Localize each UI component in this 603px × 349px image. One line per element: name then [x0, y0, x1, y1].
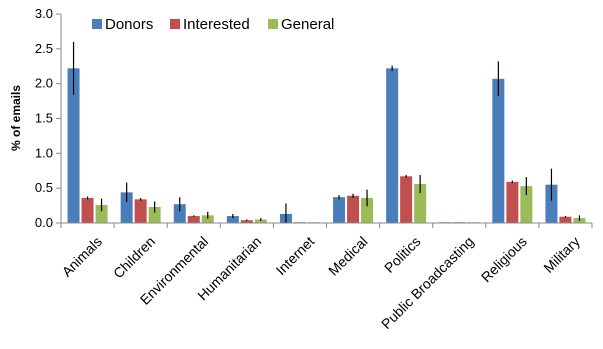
legend-label-interested: Interested [183, 16, 250, 33]
bar-donors-animals [67, 68, 80, 223]
y-tick-label: 1.5 [35, 111, 53, 126]
bar-donors-children [120, 192, 133, 223]
axes [60, 14, 593, 228]
bar-general-environmental [201, 215, 214, 223]
bar-general-politics [414, 183, 427, 223]
y-tick-label: 2.0 [35, 76, 53, 91]
bar-interested-animals [81, 197, 94, 223]
y-tick-label: 0.0 [35, 215, 53, 230]
bar-interested-religious [506, 181, 519, 223]
x-tick-label: Medical [325, 233, 370, 278]
y-axis-title: % of emails [9, 85, 23, 151]
bar-interested-environmental [187, 216, 200, 223]
bar-interested-children [134, 199, 147, 223]
bar-donors-religious [492, 78, 505, 223]
error-bars [72, 41, 581, 223]
bars [67, 68, 586, 223]
legend-label-donors: Donors [105, 16, 153, 33]
bar-donors-military [545, 184, 558, 223]
bar-general-medical [361, 197, 374, 223]
x-axis-labels: Animals ChildrenEnvironmentalHumanitarian… [59, 233, 583, 332]
bar-interested-humanitarian [240, 220, 253, 223]
x-tick-label: Children [110, 233, 158, 281]
legend-label-general: General [281, 16, 334, 33]
bar-general-humanitarian [254, 219, 267, 223]
legend: Donors Interested General [92, 16, 334, 33]
bar-general-religious [520, 186, 533, 223]
x-tick-label: Religious [478, 233, 530, 285]
x-tick-label: Public Broadcasting [378, 233, 477, 332]
bar-interested-military [559, 216, 572, 223]
legend-swatch-interested [170, 19, 180, 29]
bar-donors-environmental [173, 204, 186, 223]
x-tick-label: Animals [59, 233, 106, 280]
bar-general-children [148, 206, 161, 223]
y-tick-label: 2.5 [35, 41, 53, 56]
bar-donors-humanitarian [226, 216, 239, 223]
y-tick-label: 0.5 [35, 180, 53, 195]
bar-general-animals [95, 204, 108, 223]
bar-interested-medical [347, 195, 360, 223]
y-tick-label: 3.0 [35, 6, 53, 21]
bar-donors-politics [386, 68, 399, 223]
legend-swatch-donors [92, 19, 102, 29]
x-tick-label: Politics [381, 233, 424, 276]
legend-swatch-general [268, 19, 278, 29]
x-tick-label: Internet [273, 233, 318, 278]
y-tick-label: 1.0 [35, 145, 53, 160]
x-tick-label: Military [540, 233, 583, 276]
bar-donors-medical [333, 197, 346, 223]
y-axis-ticks: 0.0 0.5 1.0 1.5 2.0 2.5 3.0 [35, 6, 61, 230]
bar-interested-politics [400, 176, 413, 223]
